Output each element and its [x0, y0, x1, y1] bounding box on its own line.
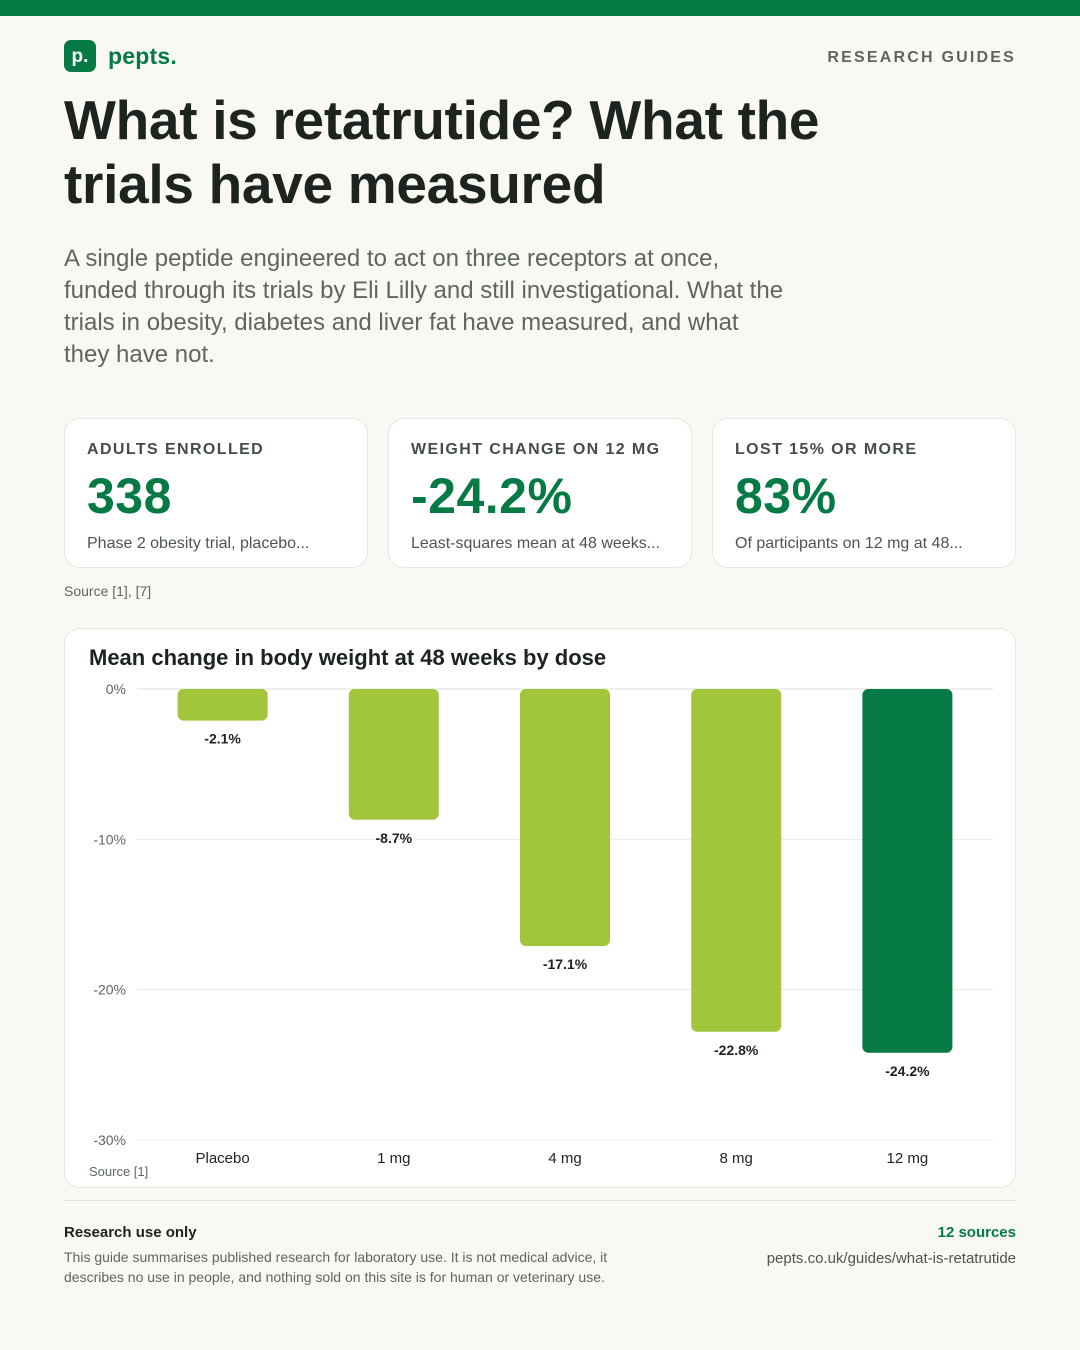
- footer-divider: [64, 1200, 1016, 1201]
- page-title: What is retatrutide? What the trials hav…: [64, 89, 820, 215]
- stat-note: Of participants on 12 mg at 48...: [735, 535, 963, 552]
- x-tick-label: 4 mg: [548, 1150, 581, 1167]
- stat-note: Least-squares mean at 48 weeks...: [411, 535, 661, 552]
- x-tick-label: 12 mg: [887, 1150, 929, 1167]
- bar-chart: 0% -10% -20% -30% -2.1% Placebo -8.7% 1 mg -17.1…: [93, 681, 993, 1167]
- page-url[interactable]: pepts.co.uk/guides/what-is-retatrutide: [766, 1250, 1016, 1267]
- section-label[interactable]: RESEARCH GUIDES: [827, 49, 1016, 66]
- stat-value: -24.2%: [411, 468, 573, 524]
- stat-card-lost-15: LOST 15% OR MORE 83% Of participants on …: [712, 418, 1016, 568]
- bar-value-label: -17.1%: [543, 956, 588, 972]
- bar: [177, 689, 268, 721]
- y-tick-label: -20%: [93, 982, 126, 998]
- stat-value: 83%: [735, 468, 837, 524]
- sources-link[interactable]: 12 sources: [937, 1224, 1016, 1241]
- bar-value-label: -2.1%: [204, 731, 241, 747]
- x-tick-label: 1 mg: [377, 1150, 410, 1167]
- chart-source: Source [1]: [89, 1164, 149, 1179]
- x-tick-label: Placebo: [195, 1150, 249, 1167]
- y-tick-label: -10%: [93, 831, 126, 847]
- stat-card-enrolled: ADULTS ENROLLED 338 Phase 2 obesity tria…: [64, 418, 368, 568]
- footer-disclaimer: This guide summarises published research…: [64, 1249, 608, 1285]
- top-accent-bar: [0, 0, 1080, 16]
- chart-card: 0% -10% -20% -30% -2.1% Placebo -8.7% 1 mg -17.1…: [64, 628, 1016, 1188]
- stat-label: ADULTS ENROLLED: [87, 441, 265, 458]
- brand-logo[interactable]: p. pepts.: [64, 40, 177, 72]
- bar: [348, 689, 439, 820]
- stat-value: 338: [87, 468, 172, 524]
- bar-value-label: -24.2%: [885, 1063, 930, 1079]
- stat-card-weight-change: WEIGHT CHANGE ON 12 MG -24.2% Least-squa…: [388, 418, 692, 568]
- y-tick-label: 0%: [106, 681, 126, 697]
- bar-value-label: -8.7%: [376, 830, 413, 846]
- x-tick-label: 8 mg: [720, 1150, 753, 1167]
- y-tick-label: -30%: [93, 1132, 126, 1148]
- stat-label: LOST 15% OR MORE: [735, 441, 918, 458]
- bar: [862, 689, 953, 1053]
- stats-source: Source [1], [7]: [64, 583, 152, 599]
- intro-paragraph: A single peptide engineered to act on th…: [64, 245, 784, 368]
- stat-label: WEIGHT CHANGE ON 12 MG: [411, 441, 661, 458]
- bar: [691, 689, 782, 1032]
- stat-note: Phase 2 obesity trial, placebo...: [87, 535, 310, 552]
- bar-value-label: -22.8%: [714, 1042, 759, 1058]
- chart-title: Mean change in body weight at 48 weeks b…: [89, 645, 607, 670]
- footer-heading: Research use only: [64, 1224, 197, 1241]
- bar: [520, 689, 610, 947]
- brand-name: pepts.: [108, 42, 177, 69]
- logo-mark: p.: [64, 40, 96, 72]
